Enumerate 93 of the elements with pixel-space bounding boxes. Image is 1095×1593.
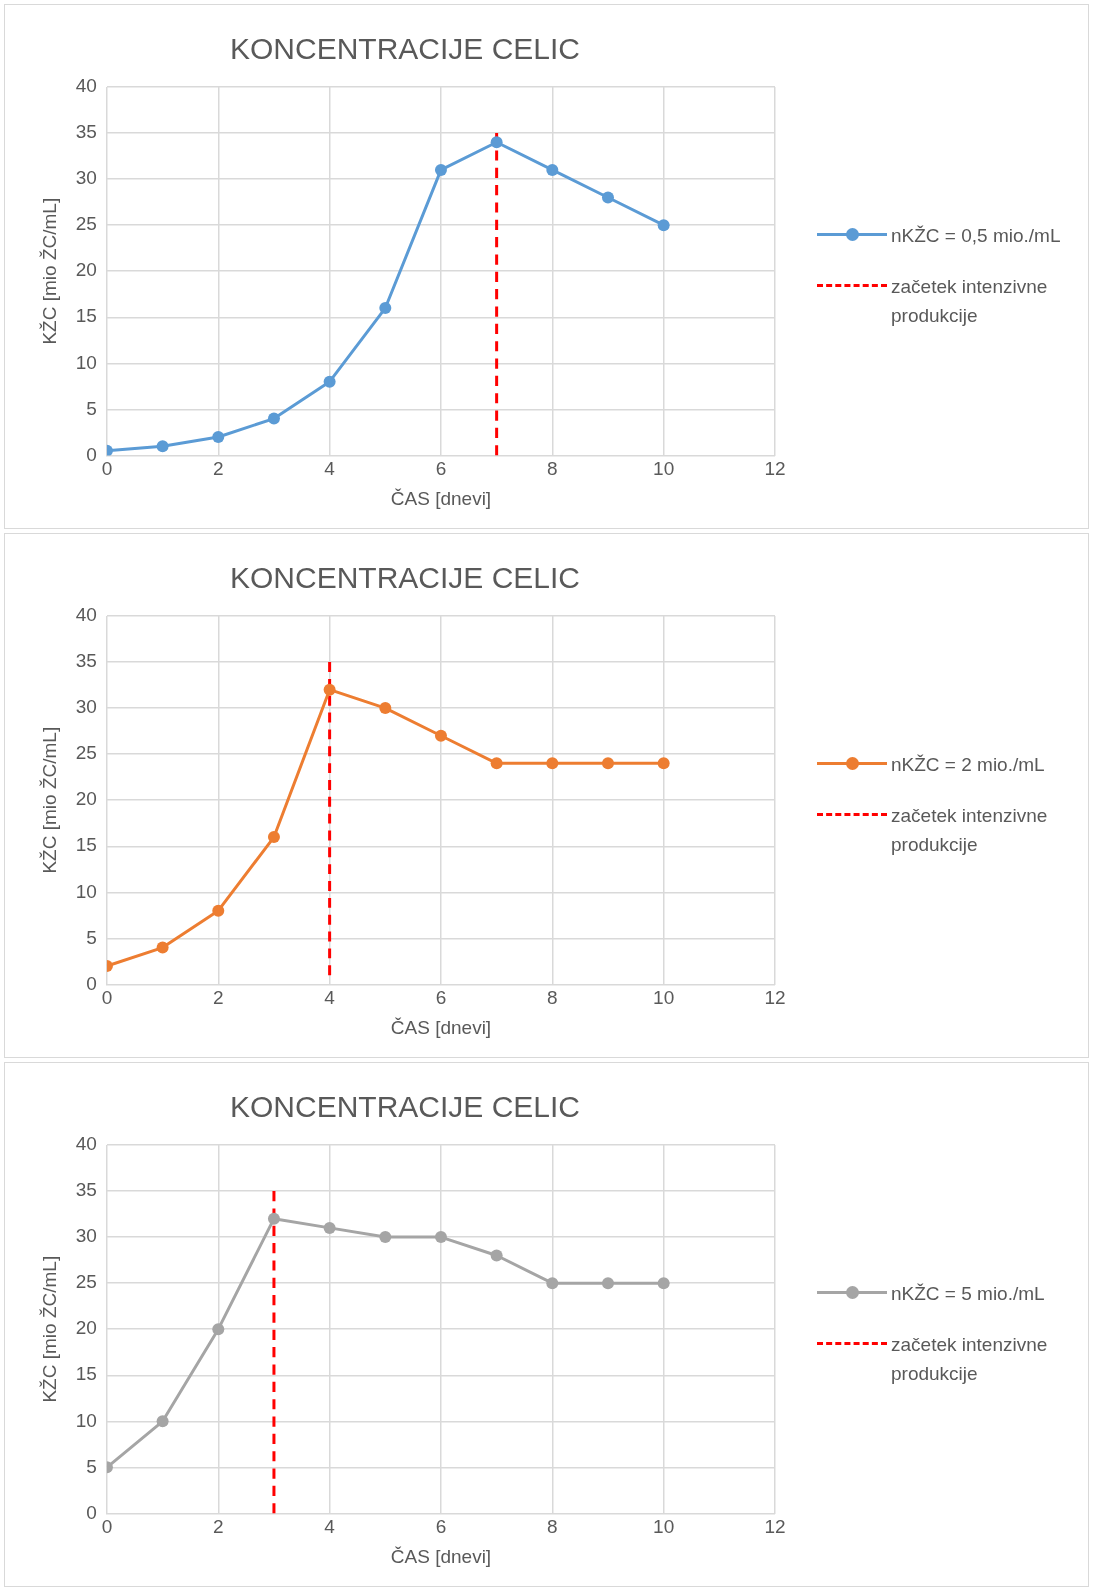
- point: [490, 1249, 503, 1262]
- y-tick-label: 20: [75, 259, 97, 281]
- point: [657, 219, 670, 232]
- point: [546, 1277, 559, 1290]
- legend-label: začetek intenzivne produkcije: [891, 804, 1049, 857]
- point: [490, 136, 503, 149]
- legend-label: nKŽC = 5 mio./mL: [891, 1282, 1045, 1306]
- point: [323, 375, 336, 388]
- x-tick-label: 12: [764, 1516, 786, 1538]
- x-axis-title: ČAS [dnevi]: [390, 487, 492, 509]
- y-tick-label: 40: [75, 604, 97, 626]
- point: [212, 1323, 225, 1336]
- y-tick-label: 15: [75, 834, 97, 856]
- x-tick-label: 0: [101, 458, 113, 480]
- point: [546, 757, 559, 770]
- point: [546, 163, 559, 176]
- x-tick-label: 0: [101, 1516, 113, 1538]
- y-tick-label: 35: [75, 1179, 97, 1201]
- x-tick-label: 8: [547, 987, 558, 1009]
- x-tick-label: 6: [435, 1516, 447, 1538]
- point: [212, 430, 225, 443]
- chart-title: KONCENTRACIJE CELIC: [229, 32, 581, 66]
- legend-label: nKŽC = 0,5 mio./mL: [891, 224, 1061, 248]
- x-tick-label: 12: [764, 987, 786, 1009]
- x-axis-title: ČAS [dnevi]: [390, 1545, 492, 1567]
- point: [323, 683, 336, 696]
- point: [379, 1231, 392, 1244]
- y-tick-label: 30: [75, 696, 97, 718]
- x-tick-label: 6: [435, 458, 447, 480]
- x-tick-label: 12: [764, 458, 786, 480]
- y-tick-label: 5: [86, 1455, 97, 1477]
- y-tick-label: 10: [75, 880, 97, 902]
- x-tick-label: 4: [324, 987, 336, 1009]
- legend-label: nKŽC = 2 mio./mL: [891, 753, 1045, 777]
- x-tick-label: 10: [653, 987, 675, 1009]
- x-axis-title: ČAS [dnevi]: [390, 1016, 492, 1038]
- x-tick-label: 10: [653, 1516, 675, 1538]
- point: [212, 904, 225, 917]
- point: [601, 191, 614, 204]
- point: [267, 831, 280, 844]
- y-tick-label: 25: [75, 213, 97, 235]
- x-tick-label: 2: [212, 987, 224, 1009]
- legend-label: začetek intenzivne produkcije: [891, 275, 1049, 328]
- y-tick-label: 30: [75, 167, 97, 189]
- point: [267, 412, 280, 425]
- chart-title: KONCENTRACIJE CELIC: [229, 561, 581, 595]
- y-tick-label: 0: [86, 972, 97, 994]
- y-tick-label: 15: [75, 1363, 97, 1385]
- point: [156, 440, 169, 453]
- x-tick-label: 0: [101, 987, 113, 1009]
- y-tick-label: 35: [75, 650, 97, 672]
- x-tick-label: 8: [547, 458, 558, 480]
- y-tick-label: 25: [75, 1271, 97, 1293]
- legend-label: začetek intenzivne produkcije: [891, 1333, 1049, 1386]
- y-axis-title: KŽC [mio ŽC/mL]: [38, 1255, 60, 1403]
- y-tick-label: 35: [75, 121, 97, 143]
- point: [434, 163, 447, 176]
- y-tick-label: 30: [75, 1225, 97, 1247]
- y-tick-label: 5: [86, 397, 97, 419]
- chart-title: KONCENTRACIJE CELIC: [229, 1090, 581, 1124]
- x-tick-label: 2: [212, 458, 224, 480]
- x-tick-label: 8: [547, 1516, 558, 1538]
- point: [323, 1221, 336, 1234]
- y-tick-label: 0: [86, 1501, 97, 1523]
- point: [267, 1212, 280, 1225]
- y-tick-label: 20: [75, 1317, 97, 1339]
- y-axis-title: KŽC [mio ŽC/mL]: [38, 197, 60, 345]
- y-tick-label: 5: [86, 926, 97, 948]
- x-tick-label: 4: [324, 458, 336, 480]
- point: [601, 757, 614, 770]
- point: [379, 702, 392, 715]
- point: [156, 1415, 169, 1428]
- y-tick-label: 0: [86, 443, 97, 465]
- point: [657, 1277, 670, 1290]
- y-axis-title: KŽC [mio ŽC/mL]: [38, 726, 60, 874]
- point: [490, 757, 503, 770]
- x-tick-label: 2: [212, 1516, 224, 1538]
- y-tick-label: 40: [75, 1133, 97, 1155]
- point: [156, 941, 169, 954]
- y-tick-label: 10: [75, 351, 97, 373]
- x-tick-label: 6: [435, 987, 447, 1009]
- point: [434, 1231, 447, 1244]
- point: [657, 757, 670, 770]
- point: [434, 729, 447, 742]
- y-tick-label: 25: [75, 742, 97, 764]
- point: [379, 302, 392, 315]
- y-tick-label: 40: [75, 75, 97, 97]
- x-tick-label: 10: [653, 458, 675, 480]
- point: [601, 1277, 614, 1290]
- y-tick-label: 20: [75, 788, 97, 810]
- x-tick-label: 4: [324, 1516, 336, 1538]
- y-tick-label: 10: [75, 1409, 97, 1431]
- y-tick-label: 15: [75, 305, 97, 327]
